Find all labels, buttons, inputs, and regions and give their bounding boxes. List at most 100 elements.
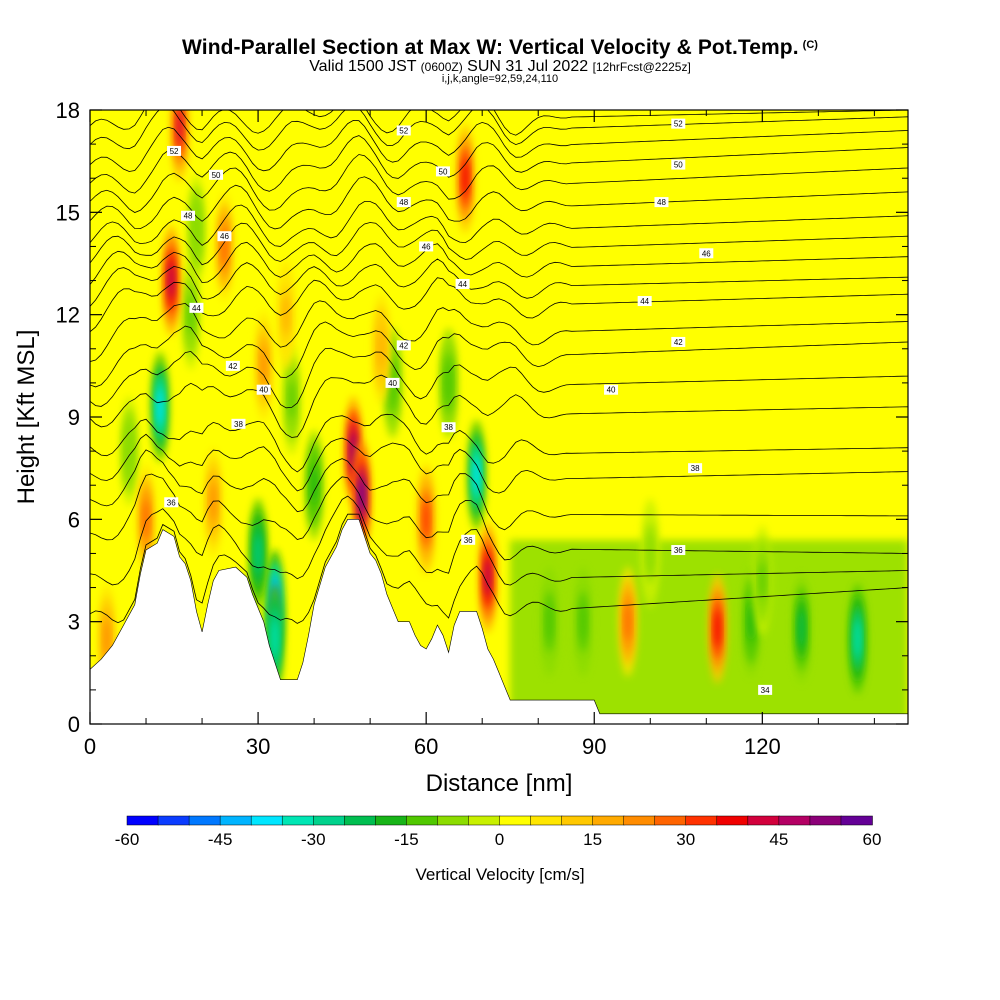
updraft-cell <box>372 293 391 404</box>
downdraft-core-layer <box>473 456 480 494</box>
svg-text:46: 46 <box>220 232 229 241</box>
x-tick-label: 30 <box>246 734 270 759</box>
updraft-core-layer <box>260 347 267 385</box>
svg-text:40: 40 <box>388 379 397 388</box>
colorbar-swatch <box>778 815 811 826</box>
svg-text:46: 46 <box>702 249 711 258</box>
chart-title: Wind-Parallel Section at Max W: Vertical… <box>0 36 1000 60</box>
updraft-core-layer <box>168 261 175 300</box>
contour-label: 40 <box>256 384 271 395</box>
contour-label: 48 <box>181 210 196 221</box>
title-block: Wind-Parallel Section at Max W: Vertical… <box>0 36 1000 85</box>
updraft-cell <box>478 522 497 633</box>
downdraft-cell <box>641 498 660 609</box>
colorbar-swatch <box>344 815 377 826</box>
y-tick-label: 9 <box>68 405 80 430</box>
downdraft-cell <box>574 566 593 677</box>
downdraft-core-layer <box>546 602 553 641</box>
colorbar-tick-label: -45 <box>208 830 233 849</box>
svg-text:42: 42 <box>228 362 237 371</box>
colorbar-swatch <box>468 815 501 826</box>
y-tick-label: 3 <box>68 610 80 635</box>
contour-label: 46 <box>419 241 434 252</box>
downdraft-cell <box>439 327 458 438</box>
x-tick-label: 60 <box>414 734 438 759</box>
svg-text:36: 36 <box>167 498 176 507</box>
downdraft-core-layer <box>854 620 861 658</box>
colorbar-tick-label: 60 <box>863 830 882 849</box>
svg-text:36: 36 <box>674 546 683 555</box>
x-tick-label: 90 <box>582 734 606 759</box>
contour-label: 46 <box>217 231 232 242</box>
contour-label: 44 <box>189 302 204 313</box>
svg-text:48: 48 <box>657 198 666 207</box>
isentrope-53 <box>90 110 908 151</box>
colorbar-swatch <box>499 815 532 826</box>
colorbar-swatch <box>592 815 625 826</box>
svg-text:34: 34 <box>761 686 770 695</box>
updraft-cell <box>162 225 181 336</box>
colorbar-swatch <box>281 815 315 826</box>
colorbar-title: Vertical Velocity [cm/s] <box>415 865 584 884</box>
colorbar-swatch <box>747 815 780 826</box>
svg-text:50: 50 <box>439 167 448 176</box>
isentrope-48 <box>90 201 908 247</box>
title-text: Wind-Parallel Section at Max W: Vertical… <box>182 36 799 59</box>
x-axis-title: Distance [nm] <box>426 770 573 797</box>
colorbar-swatch <box>840 815 873 826</box>
svg-text:50: 50 <box>674 161 683 170</box>
colorbar-swatch <box>157 815 190 826</box>
chart-subtitle: Valid 1500 JST (0600Z) SUN 31 Jul 2022 [… <box>0 58 1000 76</box>
downdraft-core-layer <box>579 602 587 641</box>
colorbar-swatch <box>623 815 656 826</box>
updraft-cell <box>215 191 234 302</box>
updraft-core-layer <box>142 500 150 539</box>
colorbar-swatch <box>313 815 346 826</box>
contour-label: 34 <box>758 684 773 695</box>
svg-text:46: 46 <box>422 242 431 251</box>
copyright-mark: (C) <box>802 38 818 51</box>
contour-label: 42 <box>671 336 686 347</box>
colorbar-tick-label: 30 <box>676 830 695 849</box>
colorbar-tick-labels: -60 -45 -30 -15 0 15 30 45 60 <box>115 830 882 849</box>
svg-text:44: 44 <box>192 304 201 313</box>
colorbar-swatch <box>530 815 563 826</box>
isentrope-36 <box>90 473 908 561</box>
downdraft-core-layer <box>271 620 278 658</box>
downdraft-cell <box>187 174 206 285</box>
colorbar-swatch <box>375 815 408 826</box>
contour-label: 46 <box>699 248 714 259</box>
x-tick-label: 120 <box>744 734 781 759</box>
downdraft-core-layer <box>647 534 654 573</box>
y-tick-label: 0 <box>68 712 80 737</box>
contour-label: 44 <box>637 296 652 307</box>
svg-text:48: 48 <box>399 198 408 207</box>
contour-label: 40 <box>604 384 619 395</box>
svg-text:42: 42 <box>674 338 683 347</box>
contour-label: 40 <box>385 377 400 388</box>
updraft-core-layer <box>484 558 491 597</box>
colorbar <box>126 815 873 826</box>
isentrope-50 <box>90 154 908 213</box>
colorbar-swatch <box>126 815 159 826</box>
updraft-cell <box>170 110 189 183</box>
downdraft-cell <box>151 351 170 462</box>
isentrope-44 <box>90 277 908 333</box>
svg-text:38: 38 <box>234 420 243 429</box>
updraft-cell <box>618 566 637 677</box>
y-tick-label: 6 <box>68 507 80 532</box>
svg-text:40: 40 <box>607 386 616 395</box>
isentrope-49 <box>90 176 908 230</box>
isentrope-42 <box>90 321 908 388</box>
y-tick-label: 15 <box>56 200 80 225</box>
contour-label: 36 <box>671 545 686 556</box>
colorbar-swatch <box>809 815 842 826</box>
updraft-core-layer <box>176 110 183 146</box>
downdraft-core-layer <box>156 388 164 426</box>
downdraft-cell <box>540 566 559 677</box>
updraft-core-layer <box>283 295 290 334</box>
contour-label: 38 <box>441 422 456 433</box>
x-axis: 0 30 60 90 120 <box>84 110 875 759</box>
updraft-core-layer <box>624 602 631 641</box>
